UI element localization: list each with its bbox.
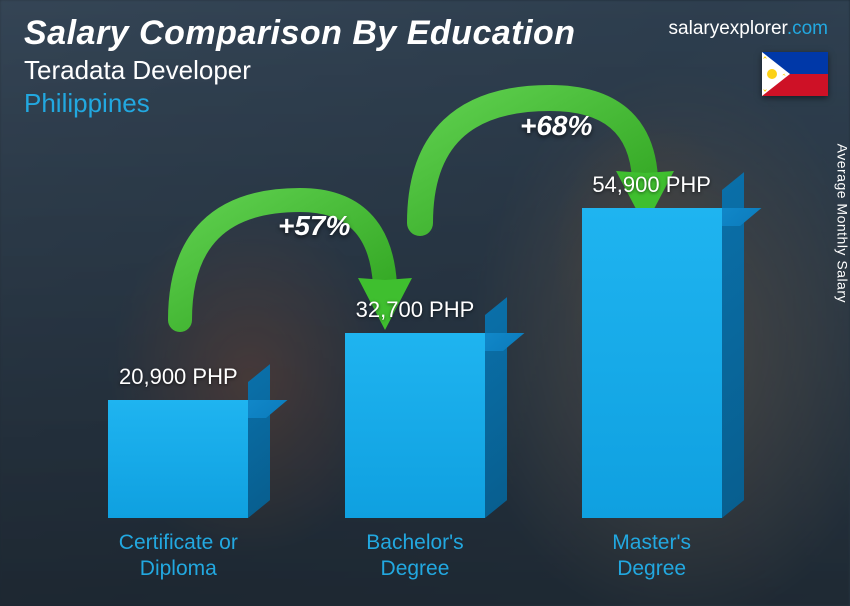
bar-side (248, 364, 270, 518)
bar-group-bachelors: 32,700 PHP Bachelor's Degree (315, 297, 515, 583)
bar-label: Master's Degree (612, 530, 691, 583)
bar-3d (108, 400, 248, 518)
bar-label: Bachelor's Degree (366, 530, 463, 583)
chart-subtitle: Teradata Developer (24, 55, 826, 86)
increase-pct-2: +68% (520, 110, 592, 142)
bar-value: 32,700 PHP (356, 297, 475, 323)
bar-label: Certificate or Diploma (119, 530, 238, 583)
bar-front (108, 400, 248, 518)
bar-front (582, 208, 722, 518)
philippines-flag-icon (762, 52, 828, 96)
y-axis-label: Average Monthly Salary (834, 144, 850, 303)
bar-3d (345, 333, 485, 518)
brand-name: salaryexplorer (669, 18, 787, 39)
bar-value: 20,900 PHP (119, 364, 238, 390)
bar-value: 54,900 PHP (592, 172, 711, 198)
bar-front (345, 333, 485, 518)
brand-suffix: .com (787, 18, 828, 39)
bar-group-certificate: 20,900 PHP Certificate or Diploma (78, 364, 278, 583)
bar-chart: 20,900 PHP Certificate or Diploma 32,700… (60, 142, 770, 582)
bar-3d (582, 208, 722, 518)
chart-country: Philippines (24, 88, 826, 119)
brand-logo: salaryexplorer.com (669, 18, 828, 40)
bar-group-masters: 54,900 PHP Master's Degree (552, 172, 752, 583)
chart-canvas: Salary Comparison By Education Teradata … (0, 0, 850, 606)
bar-side (485, 297, 507, 518)
